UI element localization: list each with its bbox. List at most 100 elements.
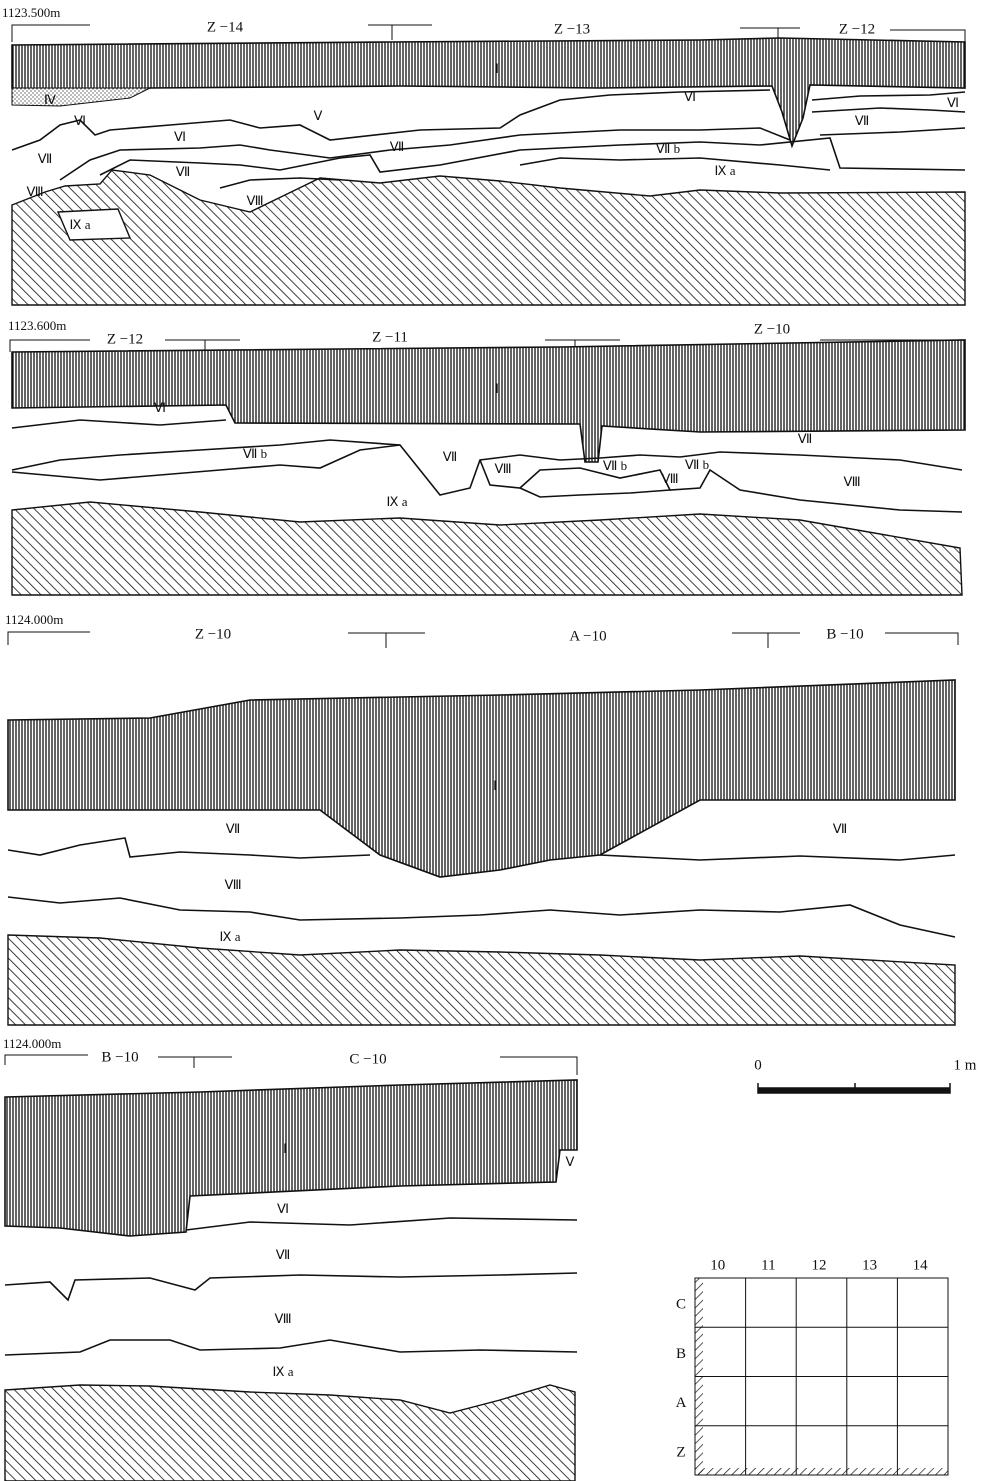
layer-boundary <box>4 1339 578 1356</box>
layer-label: Ⅸ a <box>70 217 91 232</box>
layer-label: Ⅶ <box>443 449 458 464</box>
plan-column-label: 14 <box>913 1257 929 1273</box>
layer-boundary <box>479 459 963 513</box>
layer-boundary <box>11 439 963 496</box>
layer-boundary <box>819 127 966 136</box>
scale-fill <box>758 1088 950 1093</box>
plan-row-label: A <box>676 1395 687 1411</box>
grid-label: Z −10 <box>754 321 790 337</box>
layer-boundary <box>11 419 227 429</box>
layer-label: Ⅰ <box>495 61 499 76</box>
layer-label: Ⅴ <box>314 108 323 123</box>
layer-label: Ⅶ b <box>656 141 680 156</box>
layer-label: Ⅶ b <box>243 446 267 461</box>
layer-label: Ⅷ <box>246 193 263 208</box>
grid-label: A −10 <box>569 628 606 644</box>
layer-boundary <box>7 837 371 859</box>
layer-boundary <box>4 1272 578 1302</box>
layer-boundary <box>519 487 671 498</box>
bedrock <box>11 169 966 306</box>
section-1 <box>11 24 966 306</box>
layer-label: Ⅶ <box>38 151 53 166</box>
layer-label: Ⅶ <box>390 139 405 154</box>
layer-boundary <box>7 896 956 938</box>
bedrock <box>11 501 963 596</box>
layer-boundary <box>599 854 956 861</box>
grid-label: Z −14 <box>207 19 244 35</box>
layer-label: Ⅵ <box>684 89 696 104</box>
layer-boundary <box>811 107 966 113</box>
layer-boundary <box>59 127 791 181</box>
layer-label: Ⅰ <box>493 778 497 793</box>
scale-label: 1 m <box>954 1057 977 1073</box>
grid-label: B −10 <box>826 626 863 642</box>
section-2 <box>9 339 966 596</box>
grid-label: Z −13 <box>554 21 590 37</box>
grid-label: Z −11 <box>372 329 408 345</box>
grid-label: B −10 <box>101 1049 138 1065</box>
scale-bar <box>757 1083 951 1094</box>
layer-label: Ⅸ a <box>387 494 408 509</box>
layer-label: Ⅴ <box>566 1154 575 1169</box>
grid-label: Z −10 <box>195 626 231 642</box>
grid-label: C −10 <box>349 1051 386 1067</box>
layer-fill <box>7 679 956 878</box>
grid-label: Z −12 <box>107 331 143 347</box>
layer-fill <box>4 1079 578 1237</box>
layer-boundary <box>219 177 341 189</box>
layer-label: Ⅶ <box>226 821 241 836</box>
elevation-label: 1123.600m <box>8 318 66 333</box>
plan-column-label: 11 <box>761 1257 775 1273</box>
layer-fill <box>11 339 966 463</box>
grid-label: Z −12 <box>839 21 875 37</box>
layer-label: Ⅰ <box>283 1141 287 1156</box>
layer-boundary <box>11 89 771 151</box>
plan-column-label: 12 <box>811 1257 826 1273</box>
layer-label: Ⅶ <box>798 431 813 446</box>
elevation-label: 1124.000m <box>5 612 63 627</box>
section-3 <box>7 631 959 1026</box>
scale-label: 0 <box>754 1057 762 1073</box>
layer-boundary <box>519 157 831 171</box>
layer-label: Ⅷ <box>224 877 241 892</box>
layer-fill <box>11 37 966 149</box>
layer-label: Ⅸ a <box>220 929 241 944</box>
layer-fill <box>11 87 151 107</box>
layer-label: Ⅸ a <box>715 163 736 178</box>
plan-wall <box>695 1468 948 1475</box>
layer-label: Ⅷ <box>494 461 511 476</box>
layer-boundary <box>185 1217 578 1231</box>
layer-label: Ⅵ <box>154 400 166 415</box>
plan-row-label: C <box>676 1297 686 1313</box>
layer-label: Ⅶ <box>276 1247 291 1262</box>
elevation-label: 1123.500m <box>2 5 60 20</box>
layer-boundary <box>11 444 401 481</box>
layer-label: Ⅷ <box>274 1311 291 1326</box>
layer-label: Ⅵ <box>277 1201 289 1216</box>
bracket <box>9 339 966 352</box>
layer-label: Ⅳ <box>44 92 56 107</box>
layer-label: Ⅵ <box>947 95 959 110</box>
layer-label: Ⅸ a <box>273 1364 294 1379</box>
layer-boundary <box>811 91 966 101</box>
layer-label: Ⅶ b <box>603 458 627 473</box>
plan-column-label: 10 <box>710 1257 725 1273</box>
layer-label: Ⅰ <box>495 381 499 396</box>
bedrock <box>7 934 956 1026</box>
elevation-label: 1124.000m <box>3 1036 61 1051</box>
bracket <box>7 631 959 648</box>
bracket <box>11 24 966 42</box>
plan-row-label: B <box>676 1346 686 1362</box>
layer-label: Ⅶ b <box>685 457 709 472</box>
layer-label: Ⅷ <box>661 471 678 486</box>
layer-label: Ⅷ <box>843 474 860 489</box>
bracket <box>4 1054 578 1075</box>
layer-boundary <box>99 137 966 176</box>
layer-label: Ⅶ <box>855 113 870 128</box>
pocket <box>56 208 132 241</box>
layer-label: Ⅵ <box>174 129 186 144</box>
layer-label: Ⅷ <box>26 184 43 199</box>
section-4 <box>4 1054 578 1481</box>
plan-column-label: 13 <box>862 1257 877 1273</box>
